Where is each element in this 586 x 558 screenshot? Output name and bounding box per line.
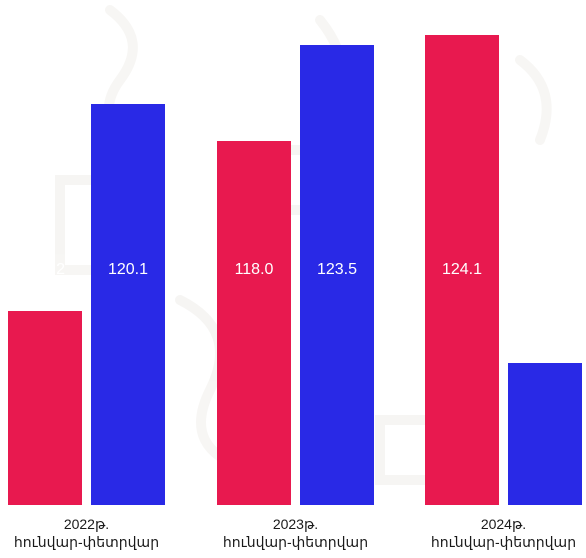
- bar-s1-c1: [8, 310, 82, 505]
- data-label-s2-c3: 105.2: [524, 261, 566, 278]
- bar-s1-c3: [425, 34, 499, 505]
- data-label-s2-c2: 123.5: [316, 261, 358, 278]
- category-label-3: 2024թ. հունվար-փետրվար: [404, 515, 586, 551]
- category-label-2: 2023թ. հունվար-փետրվար: [196, 515, 396, 551]
- data-label-s1-c1: 108.2: [24, 261, 66, 278]
- category-label-line: հունվար-փետրվար: [430, 534, 577, 550]
- bar-s1-c2: [217, 140, 291, 505]
- category-label-line: 2022թ.: [63, 516, 110, 532]
- category-label-line: հունվար-փետրվար: [222, 534, 369, 550]
- category-label-line: հունվար-փետրվար: [13, 534, 160, 550]
- bar-s2-c3: [508, 362, 582, 505]
- category-label-line: 2024թ.: [480, 516, 527, 532]
- category-label-line: 2023թ.: [272, 516, 319, 532]
- data-label-s2-c1: 120.1: [107, 261, 149, 278]
- category-label-1: 2022թ. հունվար-փետրվար: [0, 515, 187, 551]
- data-label-s1-c2: 118.0: [234, 261, 274, 278]
- bar-s2-c2: [300, 45, 374, 505]
- bar-s2-c1: [91, 104, 165, 505]
- data-label-s1-c3: 124.1: [441, 261, 483, 278]
